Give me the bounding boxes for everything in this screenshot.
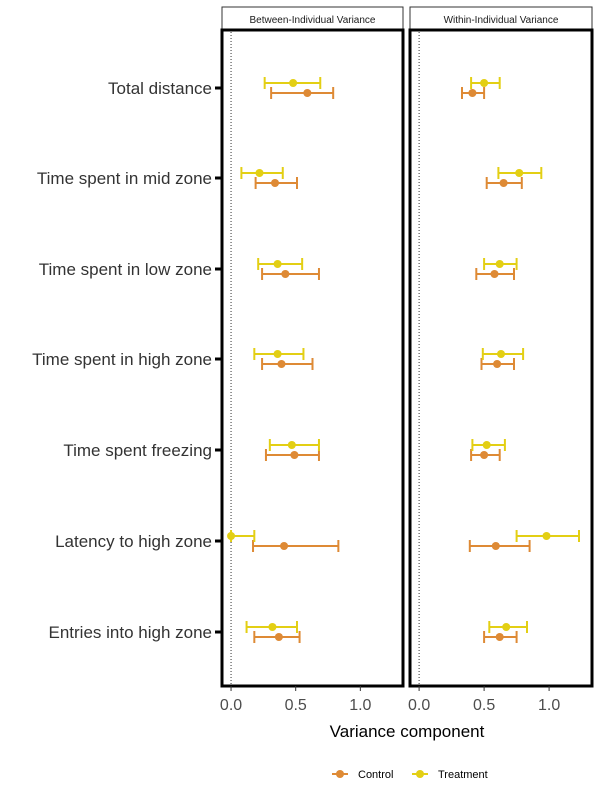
legend-label: Control — [358, 769, 393, 781]
estimate-point — [277, 360, 286, 368]
x-tick-label: 1.0 — [349, 697, 371, 714]
x-tick-label: 0.0 — [220, 697, 242, 714]
estimate-point — [482, 441, 491, 449]
y-category-label: Time spent freezing — [63, 441, 212, 460]
y-category-label: Latency to high zone — [55, 532, 212, 551]
estimate-point — [468, 89, 477, 97]
estimate-point — [542, 532, 551, 540]
estimate-point — [290, 451, 299, 459]
estimate-point — [502, 623, 511, 631]
facet-title: Between-Individual Variance — [249, 15, 375, 26]
estimate-point — [515, 169, 524, 177]
estimate-point — [480, 451, 489, 459]
legend-key-point — [336, 770, 344, 778]
legend-label: Treatment — [438, 769, 488, 781]
estimate-point — [303, 89, 312, 97]
panel-border — [408, 28, 594, 688]
facet-panel-2: Within-Individual Variance 0.0 0.5 1.0 — [408, 6, 594, 714]
estimate-point — [281, 270, 290, 278]
estimate-point — [255, 169, 264, 177]
estimate-point — [495, 260, 504, 268]
estimate-point — [273, 260, 282, 268]
x-tick-label: 0.5 — [285, 697, 307, 714]
y-category-label: Total distance — [108, 79, 212, 98]
y-category-label: Entries into high zone — [49, 623, 213, 642]
estimate-point — [268, 623, 277, 631]
estimate-point — [495, 633, 504, 641]
estimate-point — [499, 179, 508, 187]
x-tick-label: 0.0 — [408, 697, 430, 714]
estimate-point — [480, 79, 489, 87]
x-axis-title: Variance component — [330, 722, 485, 741]
y-category-label: Time spent in high zone — [32, 350, 212, 369]
estimate-point — [289, 79, 298, 87]
facet-title: Within-Individual Variance — [444, 15, 559, 26]
estimate-point — [490, 270, 499, 278]
estimate-point — [274, 633, 283, 641]
y-category-label: Time spent in mid zone — [37, 169, 212, 188]
x-tick-label: 1.0 — [538, 697, 560, 714]
y-category-label: Time spent in low zone — [39, 260, 212, 279]
estimate-point — [493, 360, 502, 368]
estimate-point — [273, 350, 282, 358]
estimate-point — [491, 542, 500, 550]
estimate-point — [227, 532, 236, 540]
estimate-point — [287, 441, 296, 449]
estimate-point — [280, 542, 289, 550]
legend: Control Treatment — [332, 769, 488, 781]
x-tick-label: 0.5 — [473, 697, 495, 714]
facet-panel-1: Between-Individual Variance 0.0 0.5 1.0 — [220, 6, 405, 714]
estimate-point — [271, 179, 280, 187]
estimate-point — [497, 350, 505, 358]
legend-key-point — [416, 770, 424, 778]
